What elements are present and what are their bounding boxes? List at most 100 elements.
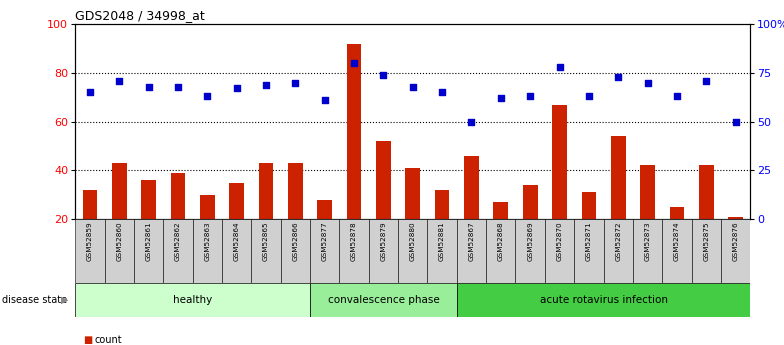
Text: GSM52862: GSM52862 [175, 221, 181, 261]
Bar [193, 219, 222, 283]
Text: GSM52875: GSM52875 [703, 221, 710, 261]
Text: ▶: ▶ [60, 295, 68, 305]
Text: GSM52879: GSM52879 [380, 221, 387, 261]
Bar [310, 219, 339, 283]
Text: healthy: healthy [173, 295, 212, 305]
Text: GSM52877: GSM52877 [321, 221, 328, 261]
Point [260, 82, 272, 87]
Text: GSM52863: GSM52863 [205, 221, 210, 261]
Point [230, 86, 243, 91]
Bar [699, 166, 713, 219]
Text: acute rotavirus infection: acute rotavirus infection [539, 295, 667, 305]
Text: GSM52866: GSM52866 [292, 221, 299, 261]
Bar [545, 219, 574, 283]
Bar [721, 219, 750, 283]
Bar [252, 219, 281, 283]
Text: GSM52872: GSM52872 [615, 221, 621, 261]
Text: GSM52873: GSM52873 [644, 221, 651, 261]
Text: GSM52868: GSM52868 [498, 221, 504, 261]
Point [465, 119, 477, 125]
Text: GSM52874: GSM52874 [674, 221, 680, 261]
Bar [75, 219, 104, 283]
Point [495, 96, 507, 101]
Point [172, 84, 184, 89]
Bar [611, 136, 626, 219]
Text: convalescence phase: convalescence phase [328, 295, 439, 305]
Bar [604, 219, 633, 283]
Text: disease state: disease state [2, 295, 67, 305]
Point [670, 93, 683, 99]
Point [406, 84, 419, 89]
Bar [427, 219, 457, 283]
Text: GSM52867: GSM52867 [469, 221, 474, 261]
Bar [310, 283, 457, 317]
Text: ■: ■ [83, 335, 93, 345]
Bar [163, 219, 193, 283]
Bar [347, 43, 361, 219]
Bar [641, 166, 655, 219]
Point [641, 80, 654, 85]
Bar [134, 219, 163, 283]
Text: GSM52860: GSM52860 [116, 221, 122, 261]
Bar [288, 163, 303, 219]
Point [436, 90, 448, 95]
Text: GSM52876: GSM52876 [732, 221, 739, 261]
Bar [141, 180, 156, 219]
Bar [222, 219, 252, 283]
Bar [691, 219, 721, 283]
Bar [662, 219, 691, 283]
Point [729, 119, 742, 125]
Point [318, 97, 331, 103]
Bar [516, 219, 545, 283]
Text: GSM52878: GSM52878 [351, 221, 357, 261]
Bar [368, 219, 398, 283]
Bar [82, 190, 97, 219]
Bar [552, 105, 567, 219]
Bar [376, 141, 390, 219]
Bar [457, 219, 486, 283]
Point [524, 93, 536, 99]
Bar [230, 183, 244, 219]
Point [143, 84, 155, 89]
Text: GSM52865: GSM52865 [263, 221, 269, 261]
Point [554, 64, 566, 70]
Point [289, 80, 302, 85]
Text: GDS2048 / 34998_at: GDS2048 / 34998_at [75, 9, 205, 22]
Point [612, 74, 625, 80]
Text: GSM52861: GSM52861 [146, 221, 151, 261]
Text: GSM52881: GSM52881 [439, 221, 445, 261]
Point [113, 78, 125, 83]
Point [583, 93, 595, 99]
Bar [670, 207, 684, 219]
Text: count: count [95, 335, 122, 345]
Bar [318, 199, 332, 219]
Point [201, 93, 213, 99]
Point [377, 72, 390, 78]
Bar [486, 219, 516, 283]
Bar [728, 217, 743, 219]
Text: GSM52864: GSM52864 [234, 221, 240, 261]
Text: GSM52859: GSM52859 [87, 221, 93, 261]
Text: GSM52880: GSM52880 [410, 221, 416, 261]
Text: GSM52869: GSM52869 [527, 221, 533, 261]
Bar [171, 173, 185, 219]
Bar [339, 219, 368, 283]
Bar [435, 190, 449, 219]
Bar [582, 192, 596, 219]
Bar [633, 219, 662, 283]
Point [700, 78, 713, 83]
Bar [574, 219, 604, 283]
Bar [259, 163, 274, 219]
Bar [200, 195, 215, 219]
Point [84, 90, 96, 95]
Bar [523, 185, 538, 219]
Point [348, 60, 361, 66]
Bar [493, 202, 508, 219]
Text: GSM52870: GSM52870 [557, 221, 563, 261]
Bar [398, 219, 427, 283]
Bar [112, 163, 127, 219]
Bar [457, 283, 750, 317]
Bar [281, 219, 310, 283]
Bar [405, 168, 420, 219]
Bar [75, 283, 310, 317]
